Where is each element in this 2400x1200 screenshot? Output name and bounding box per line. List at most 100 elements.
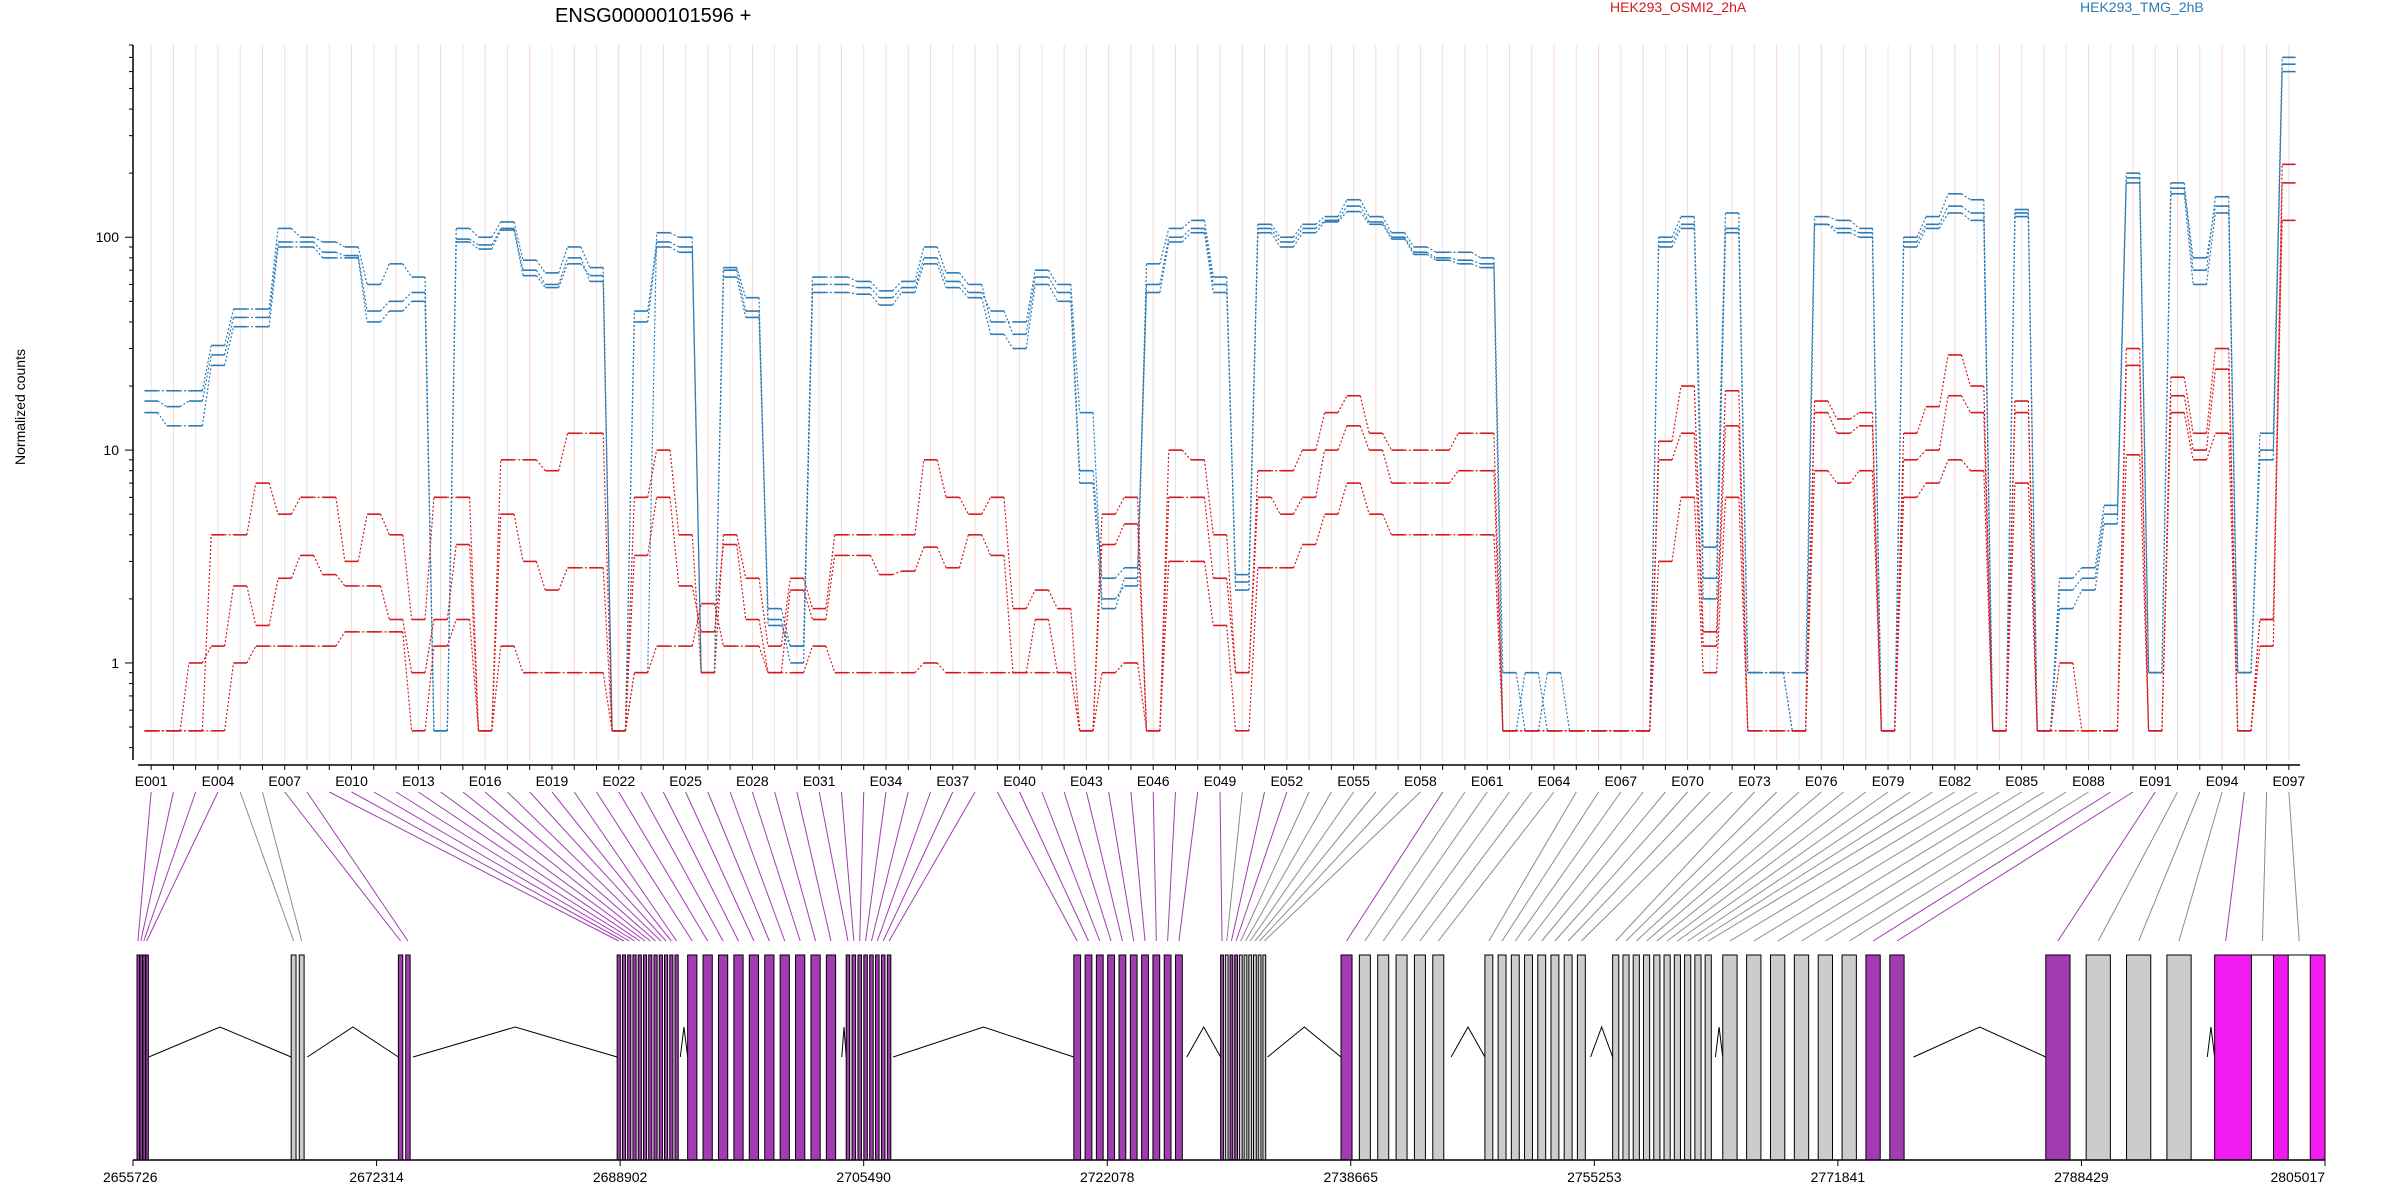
intron-line bbox=[1590, 1025, 1614, 1058]
series-link bbox=[1871, 425, 1882, 731]
series-link bbox=[1715, 212, 1727, 548]
x-tick-label: E037 bbox=[936, 773, 969, 789]
series-link bbox=[2005, 412, 2016, 731]
x-tick-label: E007 bbox=[268, 773, 301, 789]
exon-block-E050 bbox=[1224, 954, 1229, 1161]
series-link bbox=[1359, 211, 1370, 225]
connector-E065 bbox=[1488, 791, 1577, 942]
series-link bbox=[1916, 228, 1927, 248]
connector-E008 bbox=[306, 791, 409, 942]
connector-E081 bbox=[1697, 791, 1933, 942]
intron-line bbox=[1267, 1026, 1342, 1058]
series-link bbox=[246, 645, 257, 664]
exon-block-E005 bbox=[290, 954, 297, 1161]
x-tick-label: E031 bbox=[803, 773, 836, 789]
connector-E097 bbox=[2288, 791, 2300, 942]
connector-E050 bbox=[1226, 791, 1243, 942]
exon-block-E054 bbox=[1243, 954, 1248, 1161]
x-tick-label: E025 bbox=[669, 773, 702, 789]
series-link bbox=[914, 257, 925, 288]
series-link bbox=[1827, 216, 1838, 221]
connector-E006 bbox=[261, 791, 303, 942]
series-link bbox=[1649, 246, 1660, 731]
connector-E064 bbox=[1437, 791, 1555, 942]
connector-E027 bbox=[729, 791, 786, 942]
series-link bbox=[2205, 212, 2216, 285]
series-link bbox=[1292, 223, 1303, 238]
series-link bbox=[379, 513, 390, 536]
series-link bbox=[379, 263, 390, 285]
exon-connectors bbox=[137, 791, 2300, 942]
connector-E031 bbox=[818, 791, 849, 942]
series-link bbox=[1404, 236, 1415, 253]
series-link bbox=[1337, 395, 1348, 413]
series-link bbox=[1827, 400, 1838, 420]
exon-block-E009 bbox=[616, 954, 621, 1161]
connector-E063 bbox=[1419, 791, 1533, 942]
exon-block-E003 bbox=[142, 954, 146, 1161]
series-link bbox=[1315, 219, 1326, 229]
series-link bbox=[1381, 449, 1393, 484]
exon-block-E037 bbox=[880, 954, 886, 1161]
exon-block-E045 bbox=[1141, 954, 1149, 1161]
series-link bbox=[892, 287, 903, 299]
exon-block-E083 bbox=[1722, 954, 1738, 1161]
connector-E053 bbox=[1240, 791, 1310, 942]
exon-block-E081 bbox=[1694, 954, 1702, 1161]
series-link bbox=[981, 284, 992, 323]
series-link bbox=[2205, 433, 2216, 461]
connector-E087 bbox=[1825, 791, 2067, 942]
series-link bbox=[2116, 173, 2127, 506]
intron-line bbox=[893, 1026, 1074, 1058]
series-link bbox=[1359, 205, 1370, 223]
exon-block-E046 bbox=[1152, 954, 1161, 1161]
series-link bbox=[914, 662, 925, 674]
exon-block-E091 bbox=[2045, 954, 2071, 1161]
exon-block-E082 bbox=[1704, 954, 1712, 1161]
connector-E089 bbox=[1872, 791, 2111, 942]
exon-block-E011 bbox=[627, 954, 632, 1161]
series-link bbox=[1805, 216, 1816, 673]
exon-block-E014 bbox=[642, 954, 648, 1161]
exon-block-E031 bbox=[845, 954, 851, 1161]
intron-line bbox=[307, 1026, 399, 1058]
series-link bbox=[1649, 237, 1660, 731]
series-link bbox=[1203, 561, 1214, 626]
series-link bbox=[1961, 193, 1971, 201]
series-link bbox=[224, 662, 235, 731]
series-link bbox=[402, 619, 413, 673]
series-link bbox=[647, 246, 658, 323]
series-link bbox=[2250, 619, 2261, 731]
series-link bbox=[1782, 672, 1793, 731]
exon-block-E097 bbox=[2287, 954, 2311, 1161]
series-link bbox=[1894, 246, 1905, 731]
exon-block-E086 bbox=[1793, 954, 1810, 1161]
series-link bbox=[2116, 365, 2127, 731]
connector-E094 bbox=[2178, 791, 2223, 942]
exon-block-E042 bbox=[1107, 954, 1115, 1161]
series-link bbox=[357, 255, 368, 312]
connector-E039 bbox=[996, 791, 1078, 942]
series-link bbox=[468, 497, 480, 731]
series-link bbox=[1715, 390, 1727, 632]
series-link bbox=[736, 534, 747, 579]
series-link bbox=[402, 292, 413, 302]
series-link bbox=[1382, 216, 1392, 234]
intron-line bbox=[1714, 1026, 1724, 1058]
exon-block-E010 bbox=[621, 954, 627, 1161]
series-link bbox=[1203, 459, 1214, 535]
series-link bbox=[335, 574, 346, 587]
series-link bbox=[1448, 432, 1459, 451]
connector-E002 bbox=[140, 791, 174, 942]
series-link bbox=[691, 246, 702, 673]
exon-block-E072 bbox=[1576, 954, 1586, 1161]
series-link bbox=[803, 589, 814, 620]
series-link bbox=[491, 228, 502, 246]
intron-line bbox=[1186, 1025, 1222, 1058]
series-link bbox=[936, 662, 947, 674]
exon-block-E013 bbox=[637, 954, 642, 1161]
series-link bbox=[513, 228, 524, 271]
series-link bbox=[1693, 433, 1704, 647]
series-link bbox=[869, 287, 880, 299]
